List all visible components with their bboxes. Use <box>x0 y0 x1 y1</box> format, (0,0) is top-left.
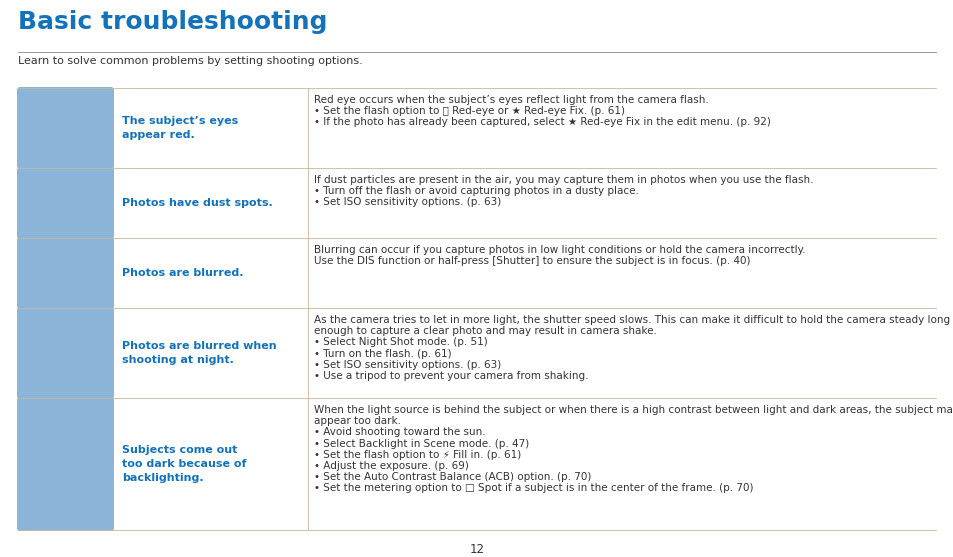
Text: • Set the Auto Contrast Balance (ACB) option. (p. 70): • Set the Auto Contrast Balance (ACB) op… <box>314 472 591 482</box>
Text: • Set the metering option to □ Spot if a subject is in the center of the frame. : • Set the metering option to □ Spot if a… <box>314 483 753 494</box>
Text: • Adjust the exposure. (p. 69): • Adjust the exposure. (p. 69) <box>314 461 468 471</box>
FancyBboxPatch shape <box>17 167 113 239</box>
Text: • Use a tripod to prevent your camera from shaking.: • Use a tripod to prevent your camera fr… <box>314 371 588 381</box>
Text: Subjects come out
too dark because of
backlighting.: Subjects come out too dark because of ba… <box>122 446 246 482</box>
Text: • Set ISO sensitivity options. (p. 63): • Set ISO sensitivity options. (p. 63) <box>314 197 500 207</box>
FancyBboxPatch shape <box>17 307 113 399</box>
Text: Photos are blurred when
shooting at night.: Photos are blurred when shooting at nigh… <box>122 341 276 365</box>
Text: Blurring can occur if you capture photos in low light conditions or hold the cam: Blurring can occur if you capture photos… <box>314 245 804 255</box>
Text: • If the photo has already been captured, select ★ Red-eye Fix in the edit menu.: • If the photo has already been captured… <box>314 118 770 128</box>
Text: • Set the flash option to ⚡ Fill in. (p. 61): • Set the flash option to ⚡ Fill in. (p.… <box>314 450 520 460</box>
Text: appear too dark.: appear too dark. <box>314 416 400 426</box>
Text: As the camera tries to let in more light, the shutter speed slows. This can make: As the camera tries to let in more light… <box>314 315 949 325</box>
Text: Photos have dust spots.: Photos have dust spots. <box>122 198 273 208</box>
Text: enough to capture a clear photo and may result in camera shake.: enough to capture a clear photo and may … <box>314 326 657 336</box>
Text: Use the DIS function or half-press [Shutter] to ensure the subject is in focus. : Use the DIS function or half-press [Shut… <box>314 256 750 266</box>
Text: • Set ISO sensitivity options. (p. 63): • Set ISO sensitivity options. (p. 63) <box>314 360 500 370</box>
Text: The subject’s eyes
appear red.: The subject’s eyes appear red. <box>122 116 238 140</box>
Text: Learn to solve common problems by setting shooting options.: Learn to solve common problems by settin… <box>18 56 362 66</box>
Text: • Select Backlight in Scene mode. (p. 47): • Select Backlight in Scene mode. (p. 47… <box>314 438 529 448</box>
Text: If dust particles are present in the air, you may capture them in photos when yo: If dust particles are present in the air… <box>314 175 813 185</box>
Text: • Avoid shooting toward the sun.: • Avoid shooting toward the sun. <box>314 427 485 437</box>
Text: Photos are blurred.: Photos are blurred. <box>122 268 243 278</box>
Text: • Select Night Shot mode. (p. 51): • Select Night Shot mode. (p. 51) <box>314 338 487 348</box>
Text: Red eye occurs when the subject’s eyes reflect light from the camera flash.: Red eye occurs when the subject’s eyes r… <box>314 95 708 105</box>
Text: • Turn on the flash. (p. 61): • Turn on the flash. (p. 61) <box>314 349 451 359</box>
Text: • Set the flash option to Ⓡ Red-eye or ★ Red-eye Fix. (p. 61): • Set the flash option to Ⓡ Red-eye or ★… <box>314 106 624 116</box>
FancyBboxPatch shape <box>17 87 113 169</box>
Text: When the light source is behind the subject or when there is a high contrast bet: When the light source is behind the subj… <box>314 405 953 415</box>
Text: 12: 12 <box>469 543 484 556</box>
Text: • Turn off the flash or avoid capturing photos in a dusty place.: • Turn off the flash or avoid capturing … <box>314 186 639 196</box>
FancyBboxPatch shape <box>17 237 113 309</box>
FancyBboxPatch shape <box>17 397 113 531</box>
Text: Basic troubleshooting: Basic troubleshooting <box>18 10 327 34</box>
